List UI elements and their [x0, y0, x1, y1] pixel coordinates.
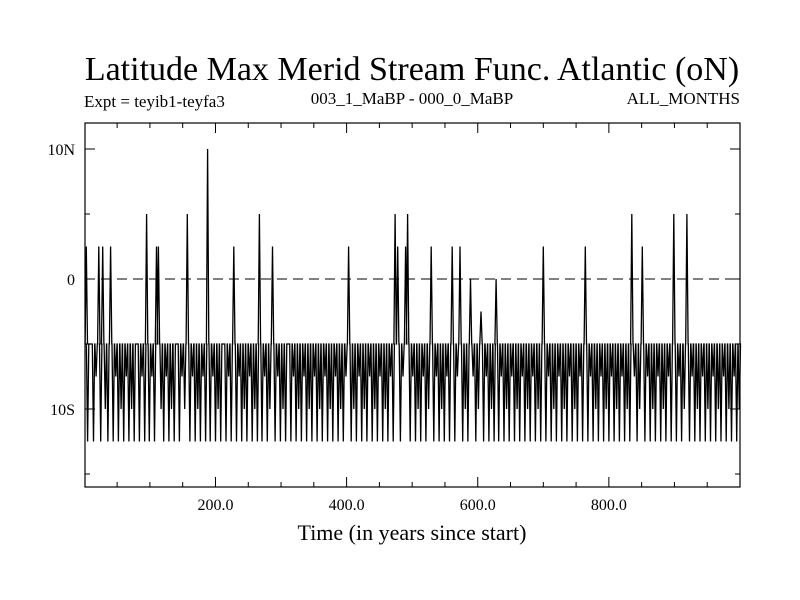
- x-axis-label: Time (in years since start): [298, 520, 527, 545]
- y-tick-label: 10S: [50, 402, 75, 419]
- x-tick-label: 600.0: [460, 497, 496, 514]
- x-tick-label: 200.0: [197, 497, 233, 514]
- subtitle-months: ALL_MONTHS: [627, 89, 740, 108]
- chart-title: Latitude Max Merid Stream Func. Atlantic…: [85, 51, 739, 88]
- plot-area: 200.0 400.0 600.0 800.0 10N 0 10S: [47, 122, 742, 514]
- y-tick-label: 0: [67, 272, 75, 289]
- y-tick-label: 10N: [47, 142, 75, 159]
- plot-frame: [84, 122, 741, 488]
- x-tick-label: 400.0: [329, 497, 365, 514]
- series-line-latitude_max: [84, 148, 742, 442]
- x-tick-label: 800.0: [591, 497, 627, 514]
- subtitle-period: 003_1_MaBP - 000_0_MaBP: [311, 89, 513, 108]
- subtitle-experiment: Expt = teyib1-teyfa3: [84, 92, 225, 111]
